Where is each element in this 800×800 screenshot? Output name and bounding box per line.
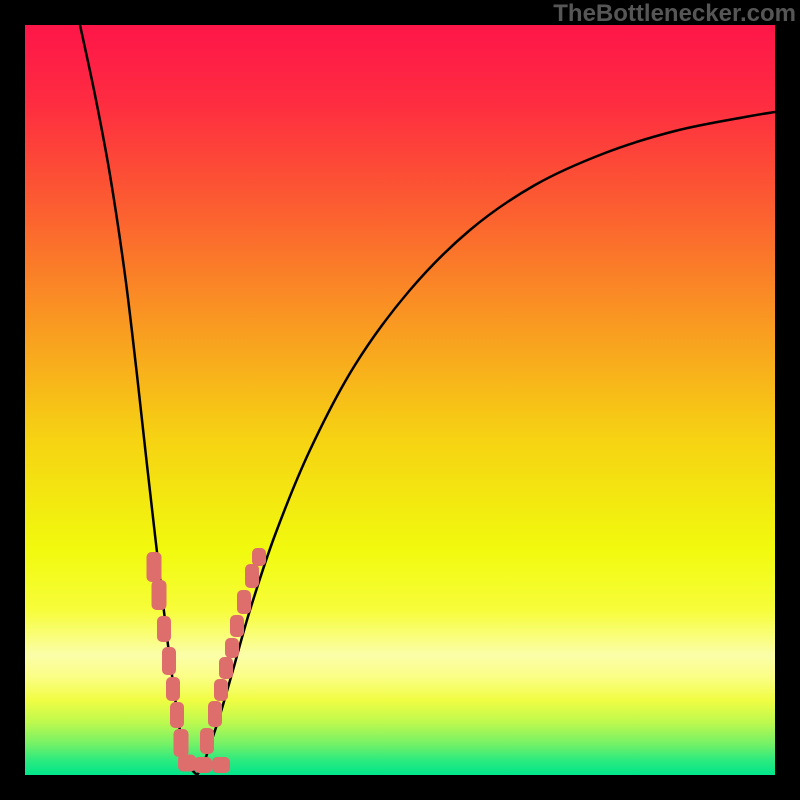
left-curve [80,25,197,775]
data-marker [252,548,266,566]
data-marker [214,679,228,701]
chart-svg [25,25,775,775]
data-marker [245,564,259,588]
data-marker [152,580,167,610]
data-marker [219,657,233,679]
data-marker [212,757,230,773]
plot-area [25,25,775,775]
data-marker [200,728,214,754]
data-marker [170,702,184,728]
data-marker [225,638,239,658]
data-marker [174,729,189,757]
data-marker [178,755,196,772]
data-marker [157,616,171,642]
data-marker [237,590,251,614]
data-marker [208,701,222,727]
data-marker [230,615,244,637]
right-curve [197,112,775,775]
marker-group [147,548,267,773]
data-marker [147,552,162,582]
data-marker [166,677,180,701]
data-marker [162,647,176,675]
watermark-text: TheBottlenecker.com [553,0,796,28]
data-marker [194,757,212,773]
